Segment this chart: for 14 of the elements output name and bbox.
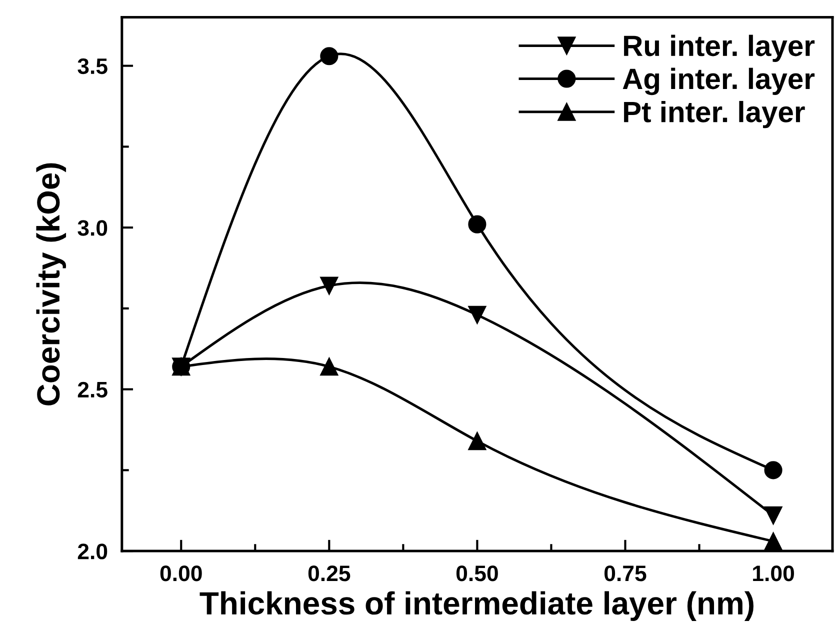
x-tick-label: 0.75: [604, 566, 646, 582]
x-tick-label: 0.25: [308, 566, 350, 582]
legend-label: Pt inter. layer: [624, 100, 805, 128]
x-tick-label: 0.00: [160, 566, 202, 582]
legend-label: Ag inter. layer: [622, 68, 815, 96]
x-tick-label: 1.00: [753, 566, 794, 582]
y-tick-label: 2.5: [78, 382, 108, 398]
y-tick-label: 2.0: [78, 544, 108, 560]
y-axis-title: Coercivity (kOe): [36, 163, 66, 406]
x-axis-title: Thickness of intermediate layer (nm): [200, 591, 754, 621]
y-tick-label: 3.0: [78, 220, 108, 236]
x-tick-label: 0.50: [456, 566, 498, 582]
y-tick-label: 3.5: [78, 58, 108, 74]
legend-label: Ru inter. layer: [624, 34, 815, 62]
